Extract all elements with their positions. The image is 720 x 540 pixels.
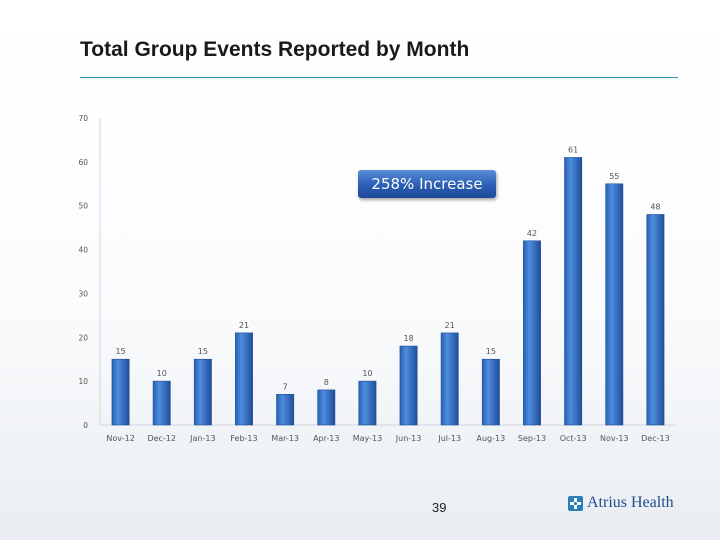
bar-feb-13 bbox=[235, 332, 253, 426]
bar-apr-13 bbox=[317, 389, 336, 426]
data-label-mar-13: 7 bbox=[283, 382, 288, 391]
slide-title: Total Group Events Reported by Month bbox=[80, 38, 470, 61]
category-label-nov-12: Nov-12 bbox=[106, 434, 134, 443]
category-label-feb-13: Feb-13 bbox=[230, 434, 257, 443]
category-label-dec-12: Dec-12 bbox=[147, 434, 176, 443]
data-label-sep-13: 42 bbox=[527, 229, 537, 238]
y-tick-label: 60 bbox=[78, 158, 88, 167]
bar-jul-13 bbox=[440, 332, 459, 426]
data-label-nov-13: 55 bbox=[609, 172, 619, 181]
y-tick-label: 50 bbox=[78, 202, 88, 211]
data-label-may-13: 10 bbox=[362, 369, 372, 378]
data-label-jul-13: 21 bbox=[445, 321, 455, 330]
bar-may-13 bbox=[358, 380, 377, 426]
logo-mark-icon bbox=[568, 495, 583, 511]
data-label-jun-13: 18 bbox=[403, 334, 413, 343]
bar-jun-13 bbox=[399, 345, 418, 426]
data-label-oct-13: 61 bbox=[568, 145, 578, 154]
bar-dec-12 bbox=[152, 380, 171, 426]
bar-dec-13 bbox=[646, 214, 665, 426]
bar-oct-13 bbox=[564, 157, 583, 426]
y-tick-label: 0 bbox=[83, 421, 88, 430]
category-label-dec-13: Dec-13 bbox=[641, 434, 670, 443]
y-tick-label: 10 bbox=[78, 377, 88, 386]
y-tick-label: 70 bbox=[78, 114, 88, 123]
y-tick-label: 30 bbox=[78, 289, 88, 298]
category-label-jan-13: Jan-13 bbox=[189, 434, 215, 443]
category-label-apr-13: Apr-13 bbox=[313, 434, 339, 443]
y-tick-label: 20 bbox=[78, 333, 88, 342]
category-label-aug-13: Aug-13 bbox=[477, 434, 506, 443]
increase-callout: 258% Increase bbox=[358, 170, 496, 198]
category-label-sep-13: Sep-13 bbox=[518, 434, 546, 443]
data-label-feb-13: 21 bbox=[239, 321, 249, 330]
bar-aug-13 bbox=[481, 358, 500, 426]
category-label-nov-13: Nov-13 bbox=[600, 434, 628, 443]
category-label-mar-13: Mar-13 bbox=[271, 434, 299, 443]
data-label-apr-13: 8 bbox=[324, 378, 329, 387]
logo-text: Atrius Health bbox=[587, 494, 674, 511]
atrius-health-logo: Atrius Health bbox=[568, 494, 674, 512]
data-label-dec-12: 10 bbox=[157, 369, 167, 378]
category-label-may-13: May-13 bbox=[353, 434, 382, 443]
bar-nov-13 bbox=[605, 183, 624, 426]
bar-jan-13 bbox=[193, 358, 212, 426]
data-label-jan-13: 15 bbox=[198, 347, 208, 356]
page-number: 39 bbox=[432, 500, 447, 515]
bar-sep-13 bbox=[523, 240, 541, 426]
category-label-oct-13: Oct-13 bbox=[560, 434, 587, 443]
data-label-dec-13: 48 bbox=[650, 202, 660, 211]
bar-mar-13 bbox=[276, 393, 295, 426]
bar-nov-12 bbox=[111, 358, 130, 426]
category-label-jun-13: Jun-13 bbox=[395, 434, 422, 443]
data-label-nov-12: 15 bbox=[115, 347, 125, 356]
data-label-aug-13: 15 bbox=[486, 347, 496, 356]
y-tick-label: 40 bbox=[78, 246, 88, 255]
title-divider bbox=[80, 77, 678, 78]
category-label-jul-13: Jul-13 bbox=[437, 434, 461, 443]
